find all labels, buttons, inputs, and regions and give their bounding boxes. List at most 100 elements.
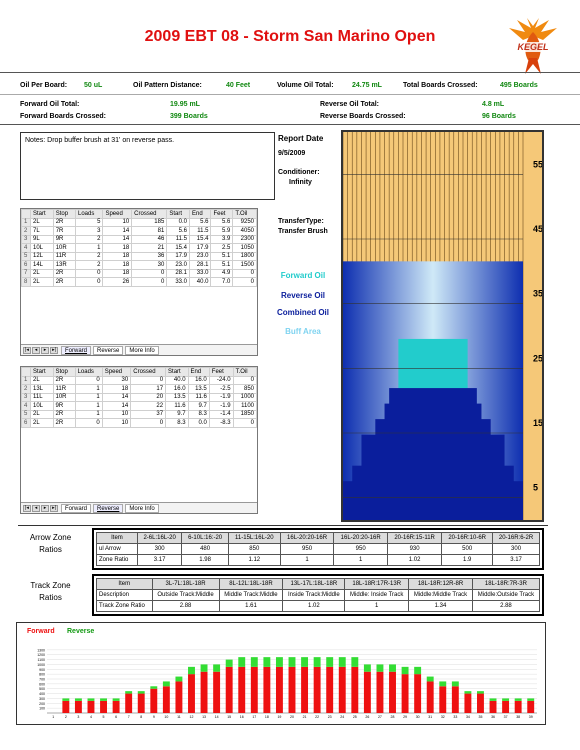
reverse-bar — [75, 698, 82, 700]
reverse-bar — [339, 657, 346, 667]
table-row[interactable]: 2 7L 7R 3 14 81 5.6 11.5 5.9 4050 — [22, 227, 257, 236]
forward-bar — [289, 667, 296, 713]
table-row[interactable]: 1 2L 2R 0 30 0 40.0 16.0 -24.0 0 — [22, 376, 257, 385]
combined-oil-area — [389, 388, 477, 520]
table-row[interactable]: 2 13L 11R 1 18 17 16.0 13.5 -2.5 850 — [22, 385, 257, 394]
table-cell: 40.0 — [190, 278, 211, 287]
table-row[interactable]: 7 2L 2R 0 18 0 28.1 33.0 4.9 0 — [22, 269, 257, 278]
x-tick-label: 25 — [353, 715, 357, 719]
track-zone-title-line2: Ratios — [8, 592, 93, 604]
x-tick-label: 31 — [428, 715, 432, 719]
arrow-zone-title-line2: Ratios — [8, 544, 93, 556]
reverse-bar — [213, 664, 220, 671]
x-tick-label: 9 — [153, 715, 155, 719]
tab-more-info[interactable]: More Info — [125, 504, 158, 513]
forward-bar — [527, 701, 534, 713]
zone-cell: Inside Track:Middle — [283, 590, 345, 601]
tab-reverse[interactable]: Reverse — [93, 504, 123, 513]
table-cell: 5.1 — [211, 252, 233, 261]
table-row[interactable]: 5 12L 11R 2 18 36 17.9 23.0 5.1 1800 — [22, 252, 257, 261]
zone-header: 8L-12L:18L-18R — [219, 579, 283, 590]
table-cell: 17 — [131, 385, 166, 394]
arrow-zone-title-line1: Arrow Zone — [8, 532, 93, 544]
table-cell: 2L — [31, 278, 54, 287]
table-cell: 2L — [31, 269, 54, 278]
forward-bar — [339, 667, 346, 713]
first-icon[interactable]: |◂ — [23, 347, 31, 354]
table-row[interactable]: 5 2L 2R 1 10 37 9.7 8.3 -1.4 1850 — [22, 410, 257, 419]
table-cell: 1800 — [233, 252, 257, 261]
table-cell: 1 — [22, 376, 31, 385]
tab-forward[interactable]: Forward — [61, 504, 91, 513]
zone-cell: ul Arrow — [97, 544, 138, 555]
table-row[interactable]: 6 14L 13R 2 18 30 23.0 28.1 5.1 1500 — [22, 261, 257, 270]
zone-cell: Description — [97, 590, 153, 601]
forward-bar — [226, 667, 233, 713]
table-cell: 15.4 — [190, 235, 211, 244]
table-cell: 13R — [53, 261, 75, 270]
table-cell: 7R — [53, 227, 75, 236]
transfer-type-value: Transfer Brush — [278, 228, 328, 235]
zone-cell: 1 — [280, 555, 334, 566]
table-cell: 4 — [22, 244, 31, 253]
forward-bar — [163, 686, 170, 713]
table-row[interactable]: 4 10L 9R 1 14 22 11.6 9.7 -1.9 1100 — [22, 402, 257, 411]
table-cell: 9.7 — [188, 402, 209, 411]
x-tick-label: 22 — [315, 715, 319, 719]
col-header: T.Oil — [233, 368, 256, 377]
prev-icon[interactable]: ◂ — [32, 505, 40, 512]
table-cell: 2R — [53, 218, 75, 227]
zone-header: 18L-18R:7R-3R — [472, 579, 539, 590]
tab-more-info[interactable]: More Info — [125, 346, 158, 355]
reverse-oil-total-value: 4.8 mL — [482, 101, 504, 108]
first-icon[interactable]: |◂ — [23, 505, 31, 512]
table-cell: 0 — [233, 269, 257, 278]
x-tick-label: 27 — [378, 715, 382, 719]
forward-bar — [402, 674, 409, 713]
table-row[interactable]: 8 2L 2R 0 26 0 33.0 40.0 7.0 0 — [22, 278, 257, 287]
table-cell: 20 — [131, 393, 166, 402]
last-icon[interactable]: ▸| — [50, 505, 58, 512]
reverse-bar — [301, 657, 308, 667]
table-cell: 16.0 — [166, 385, 189, 394]
forward-bar — [263, 667, 270, 713]
table-cell: 3 — [22, 235, 31, 244]
y-tick-label: 1000 — [37, 663, 45, 667]
reverse-table: Start Stop Loads Speed Crossed Start End… — [21, 367, 257, 428]
forward-bar — [314, 667, 321, 713]
prev-icon[interactable]: ◂ — [32, 347, 40, 354]
col-header: Stop — [53, 210, 75, 219]
zone-header: 20-16R:6-2R — [493, 533, 540, 544]
tab-forward[interactable]: Forward — [61, 346, 91, 355]
zone-header: 3L-7L:18L-18R — [152, 579, 219, 590]
next-icon[interactable]: ▸ — [41, 505, 49, 512]
x-tick-label: 29 — [403, 715, 407, 719]
table-cell: 2 — [22, 227, 31, 236]
table-row[interactable]: 1 2L 2R 5 10 185 0.0 5.6 5.6 9250 — [22, 218, 257, 227]
table-cell: 3.9 — [211, 235, 233, 244]
forward-table-panel: Start Stop Loads Speed Crossed Start End… — [20, 208, 258, 356]
reverse-bar — [88, 698, 95, 700]
table-cell: 3 — [75, 227, 102, 236]
table-row[interactable]: 4 10L 10R 1 18 21 15.4 17.9 2.5 1050 — [22, 244, 257, 253]
zone-cell: 3.17 — [137, 555, 181, 566]
reverse-bar — [276, 657, 283, 667]
table-row[interactable]: 3 11L 10R 1 14 20 13.5 11.6 -1.9 1000 — [22, 393, 257, 402]
table-cell: 28.1 — [190, 261, 211, 270]
table-cell: 0.0 — [167, 218, 190, 227]
y-tick-label: 1300 — [37, 648, 45, 652]
table-row[interactable]: 3 9L 9R 2 14 46 11.5 15.4 3.9 2300 — [22, 235, 257, 244]
x-tick-label: 33 — [453, 715, 457, 719]
divider — [0, 94, 580, 95]
table-cell: 18 — [103, 269, 132, 278]
table-row[interactable]: 6 2L 2R 0 10 0 8.3 0.0 -8.3 0 — [22, 419, 257, 428]
oil-pattern-graphic: 55 45 35 25 15 5 — [341, 130, 544, 522]
x-tick-label: 28 — [391, 715, 395, 719]
reverse-boards-crossed-label: Reverse Boards Crossed: — [320, 113, 406, 120]
last-icon[interactable]: ▸| — [50, 347, 58, 354]
legend-forward: Forward — [27, 628, 55, 635]
reverse-tabbar: |◂ ◂ ▸ ▸| Forward Reverse More Info — [21, 502, 257, 513]
tab-reverse[interactable]: Reverse — [93, 346, 123, 355]
x-tick-label: 19 — [277, 715, 281, 719]
next-icon[interactable]: ▸ — [41, 347, 49, 354]
